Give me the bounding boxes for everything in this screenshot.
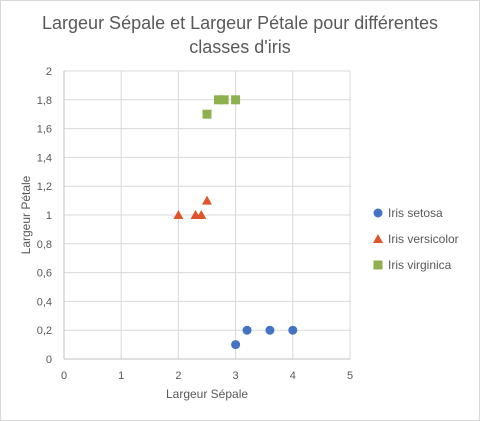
iris-versicolor-point [202, 195, 212, 205]
axes [63, 71, 350, 360]
iris-setosa-point [265, 325, 275, 335]
chart-title-line-2: classes d'iris [189, 37, 290, 57]
legend: Iris setosa Iris versicolor Iris virginica [373, 206, 459, 272]
iris-virginica-point [231, 95, 241, 105]
y-tick-label: 1,4 [37, 152, 52, 164]
iris-versicolor-legend-marker [373, 234, 383, 243]
iris-virginica-legend-label: Iris virginica [388, 258, 452, 272]
iris-setosa-point [242, 325, 252, 335]
y-tick-label: 0,4 [37, 296, 52, 308]
y-tick-label: 0,8 [37, 239, 52, 251]
chart-title-line-1: Largeur Sépale et Largeur Pétale pour di… [42, 13, 438, 33]
x-tick-label: 1 [118, 370, 124, 382]
iris-virginica-point [202, 109, 212, 119]
iris-versicolor-point [173, 210, 184, 219]
x-axis-title: Largeur Sépale [166, 387, 248, 401]
y-tick-label: 1,6 [37, 124, 52, 136]
y-tick-label: 0,2 [37, 325, 52, 337]
y-axis-title: Largeur Pétale [19, 175, 33, 254]
iris-versicolor-legend-label: Iris versicolor [388, 232, 459, 246]
x-tick-label: 4 [290, 370, 296, 382]
iris-virginica-legend-marker [373, 260, 383, 270]
tick-labels: 0 1 2 3 4 5 0 0,2 0,4 0,6 0,8 1 1,2 1,4 1,6 1,8 2 [37, 66, 353, 382]
iris-virginica-point [219, 95, 229, 105]
x-tick-label: 0 [61, 370, 67, 382]
y-tick-label: 1,8 [37, 95, 52, 107]
y-tick-label: 2 [46, 66, 52, 78]
y-tick-label: 0,6 [37, 268, 52, 280]
iris-virginica-point [213, 95, 223, 105]
x-tick-label: 5 [347, 370, 353, 382]
iris-setosa-point [231, 340, 241, 350]
iris-setosa-point [288, 325, 298, 335]
iris-versicolor-point [196, 210, 207, 219]
y-tick-label: 1,2 [37, 181, 52, 193]
iris-setosa-legend-label: Iris setosa [388, 206, 443, 220]
x-tick-label: 2 [175, 370, 181, 382]
x-tick-label: 3 [233, 370, 239, 382]
iris-setosa-legend-marker [373, 208, 383, 218]
data-points [173, 95, 298, 350]
y-tick-label: 1 [46, 210, 52, 222]
y-tick-label: 0 [46, 354, 52, 366]
